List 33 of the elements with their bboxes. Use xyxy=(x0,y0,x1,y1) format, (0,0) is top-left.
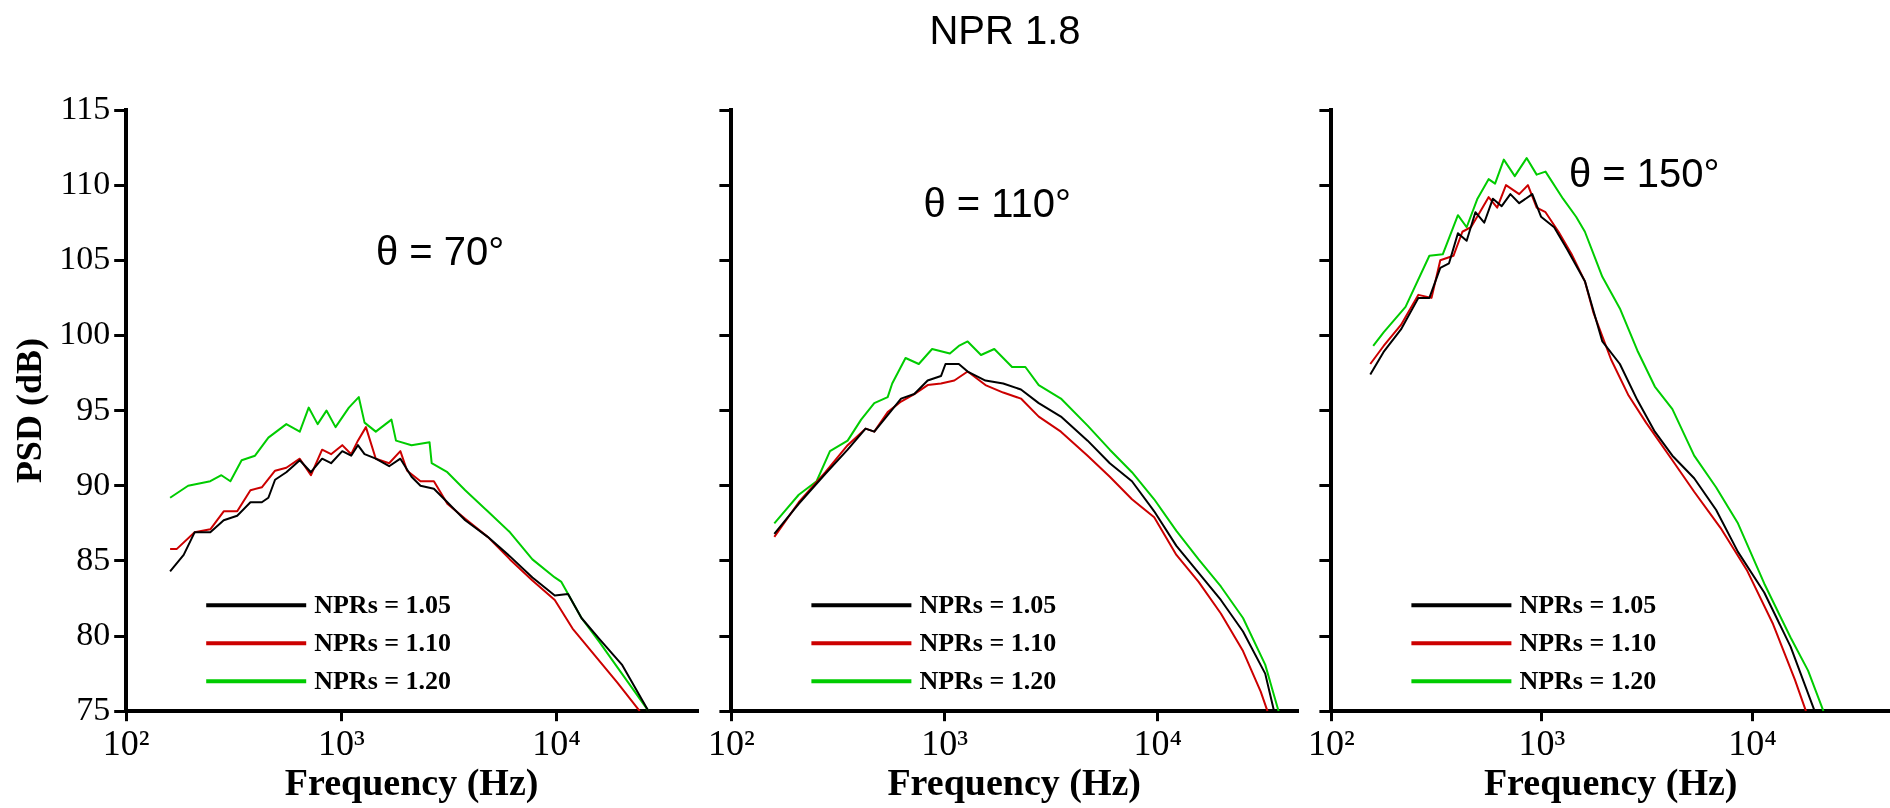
legend-label: NPRs = 1.10 xyxy=(314,627,452,657)
x-tick-label: 10² xyxy=(1308,723,1355,764)
x-tick-label: 10³ xyxy=(1518,723,1566,764)
y-tick-label: 80 xyxy=(76,614,111,652)
y-tick-label: 110 xyxy=(60,164,111,202)
x-tick-label: 10⁴ xyxy=(532,723,581,764)
y-tick-label: 105 xyxy=(59,239,111,277)
legend-label: NPRs = 1.20 xyxy=(919,665,1057,695)
y-tick-label: 100 xyxy=(59,314,111,352)
y-axis-title: PSD (dB) xyxy=(8,338,49,484)
annotation: θ = 70° xyxy=(375,229,505,274)
y-tick-label: 90 xyxy=(76,464,111,502)
legend-label: NPRs = 1.05 xyxy=(314,589,452,619)
legend-label: NPRs = 1.20 xyxy=(314,665,452,695)
x-axis-title: Frequency (Hz) xyxy=(284,761,539,805)
x-tick-label: 10³ xyxy=(317,723,365,764)
legend-label: NPRs = 1.10 xyxy=(1519,627,1657,657)
legend-label: NPRs = 1.20 xyxy=(1519,665,1657,695)
x-axis-title: Frequency (Hz) xyxy=(887,761,1142,805)
y-tick-label: 95 xyxy=(76,389,111,427)
x-axis-title: Frequency (Hz) xyxy=(1483,761,1738,805)
y-tick-label: 115 xyxy=(60,88,111,126)
x-tick-label: 10⁴ xyxy=(1133,723,1183,764)
legend-label: NPRs = 1.05 xyxy=(919,589,1057,619)
legend-label: NPRs = 1.10 xyxy=(919,627,1057,657)
x-tick-label: 10⁴ xyxy=(1728,723,1777,764)
annotation: θ = 150° xyxy=(1568,151,1720,196)
x-tick-label: 10² xyxy=(708,723,755,764)
x-tick-label: 10³ xyxy=(921,723,969,764)
chart-title: NPR 1.8 xyxy=(928,8,1082,53)
legend-label: NPRs = 1.05 xyxy=(1519,589,1657,619)
y-tick-label: 85 xyxy=(76,539,111,577)
annotation: θ = 110° xyxy=(923,181,1072,226)
